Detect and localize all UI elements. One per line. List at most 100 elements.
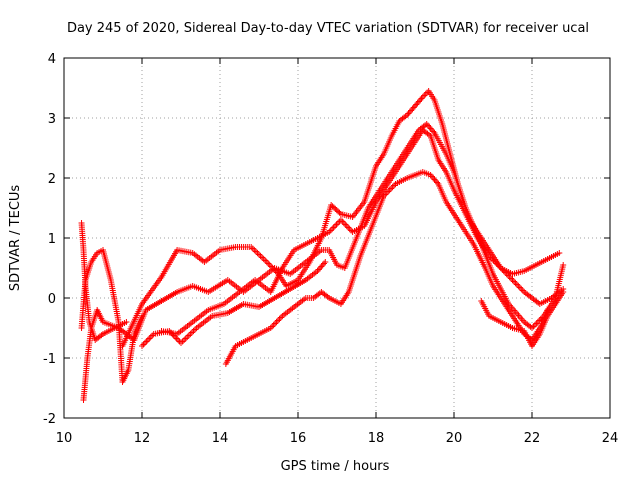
data-point	[190, 328, 197, 334]
data-point	[257, 253, 264, 259]
chart-title: Day 245 of 2020, Sidereal Day-to-day VTE…	[67, 21, 589, 36]
data-point	[144, 337, 151, 343]
data-point	[334, 220, 341, 226]
data-point	[389, 184, 396, 190]
series-track-1	[78, 247, 145, 385]
data-point	[277, 314, 284, 321]
data-point	[332, 223, 339, 229]
x-tick-label: 14	[212, 431, 229, 446]
data-point	[140, 341, 147, 348]
data-point	[345, 224, 352, 231]
data-point	[252, 248, 259, 255]
data-point	[342, 221, 349, 228]
series-track-7	[139, 259, 329, 349]
data-point	[184, 334, 191, 340]
data-point	[146, 335, 153, 342]
x-tick-label: 22	[524, 431, 541, 446]
y-tick-label: 1	[48, 232, 56, 247]
data-point	[330, 224, 337, 231]
data-point	[421, 92, 428, 99]
data-point	[519, 287, 526, 294]
series-track-9	[478, 289, 567, 349]
x-tick-label: 16	[290, 431, 307, 446]
data-point	[270, 322, 277, 328]
x-tick-label: 20	[446, 431, 463, 446]
data-point	[265, 260, 272, 267]
data-point	[340, 220, 347, 226]
data-point	[330, 204, 337, 211]
x-tick-label: 10	[56, 431, 73, 446]
grid	[64, 58, 610, 418]
data-point	[175, 337, 182, 343]
x-axis-label: GPS time / hours	[281, 459, 390, 474]
data-point	[328, 202, 335, 208]
data-point	[262, 257, 269, 264]
x-tick-label: 18	[368, 431, 385, 446]
data-point	[512, 280, 519, 286]
data-point	[266, 262, 273, 268]
data-point	[123, 319, 130, 325]
data-point	[509, 277, 516, 283]
data-point	[147, 334, 154, 340]
data-point	[336, 209, 343, 216]
data-point	[251, 247, 258, 253]
data-point	[260, 256, 267, 262]
data-point	[556, 250, 563, 256]
data-point	[333, 221, 340, 228]
series-track-8	[222, 169, 551, 367]
data-point	[249, 245, 256, 252]
x-tick-label: 24	[602, 431, 619, 446]
data-point	[335, 208, 342, 215]
data-point	[173, 335, 180, 342]
data-point	[272, 320, 279, 327]
data-point	[276, 316, 283, 322]
data-point	[422, 91, 429, 97]
y-tick-label: -2	[43, 412, 56, 427]
data-point	[343, 223, 350, 229]
data-point	[339, 218, 346, 225]
series-track-3	[80, 307, 138, 403]
data-point	[508, 275, 515, 282]
y-tick-label: 3	[48, 112, 56, 127]
data-point	[181, 337, 188, 343]
data-point	[256, 251, 262, 258]
data-point	[259, 254, 266, 261]
data-point	[518, 286, 525, 292]
data-point	[273, 319, 280, 325]
plot-area	[78, 88, 567, 403]
data-point	[187, 331, 194, 337]
y-axis-label: SDTVAR / TECUs	[8, 185, 23, 292]
data-point	[254, 250, 261, 256]
data-point	[510, 278, 517, 285]
data-point	[329, 226, 336, 232]
data-point	[560, 289, 567, 295]
data-point	[322, 259, 329, 265]
data-point	[506, 274, 513, 280]
data-point	[188, 329, 195, 336]
y-tick-label: 0	[48, 292, 56, 307]
data-point	[182, 335, 189, 342]
data-point	[329, 203, 336, 210]
data-point	[332, 205, 339, 212]
data-point	[337, 217, 344, 223]
y-tick-label: 2	[48, 172, 56, 187]
data-point	[139, 343, 145, 349]
y-tick-label: 4	[48, 52, 56, 67]
data-point	[516, 284, 523, 291]
data-point	[143, 338, 150, 345]
data-point	[141, 340, 148, 346]
data-point	[388, 185, 395, 192]
data-point	[179, 338, 186, 345]
data-point	[263, 259, 270, 265]
series-track-2	[78, 220, 130, 343]
data-point	[178, 340, 184, 346]
data-point	[185, 332, 192, 339]
data-point	[192, 326, 199, 333]
data-point	[333, 207, 340, 214]
data-point	[275, 317, 282, 324]
series-track-6	[158, 127, 567, 337]
data-point	[513, 281, 520, 288]
y-tick-label: -1	[43, 352, 56, 367]
